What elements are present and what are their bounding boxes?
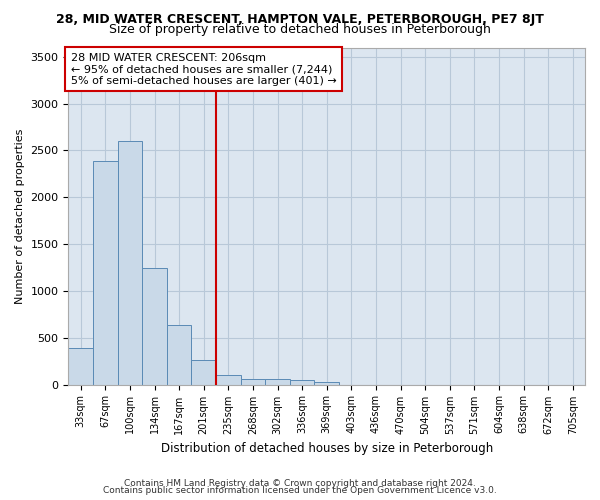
Bar [314,382,339,384]
X-axis label: Distribution of detached houses by size in Peterborough: Distribution of detached houses by size … [161,442,493,455]
Bar [93,161,118,384]
Bar [265,380,290,384]
Bar [241,379,265,384]
Text: 28 MID WATER CRESCENT: 206sqm
← 95% of detached houses are smaller (7,244)
5% of: 28 MID WATER CRESCENT: 206sqm ← 95% of d… [71,52,337,86]
Bar [216,375,241,384]
Text: Contains public sector information licensed under the Open Government Licence v3: Contains public sector information licen… [103,486,497,495]
Text: Contains HM Land Registry data © Crown copyright and database right 2024.: Contains HM Land Registry data © Crown c… [124,478,476,488]
Bar [167,324,191,384]
Text: 28, MID WATER CRESCENT, HAMPTON VALE, PETERBOROUGH, PE7 8JT: 28, MID WATER CRESCENT, HAMPTON VALE, PE… [56,12,544,26]
Y-axis label: Number of detached properties: Number of detached properties [15,128,25,304]
Bar [191,360,216,384]
Bar [142,268,167,384]
Bar [118,141,142,384]
Text: Size of property relative to detached houses in Peterborough: Size of property relative to detached ho… [109,22,491,36]
Bar [68,348,93,385]
Bar [290,380,314,384]
